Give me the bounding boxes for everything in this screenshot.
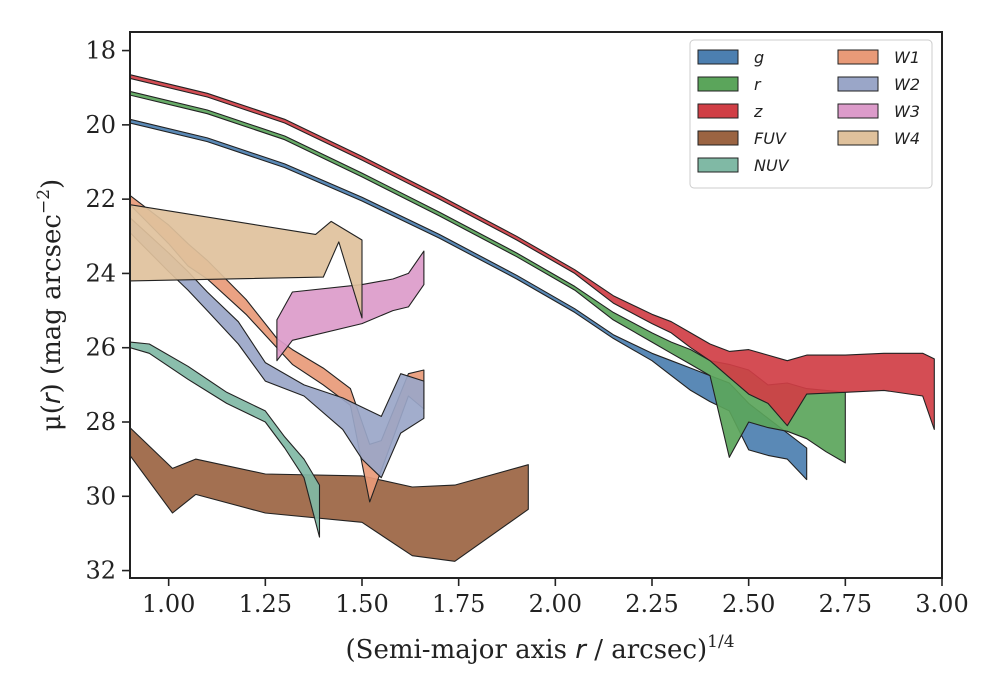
legend-swatch-w1 xyxy=(837,49,879,65)
legend: grz FUV NUV W1 W2 W3 W4 xyxy=(689,39,933,189)
legend-label-w2: W2 xyxy=(894,75,920,94)
legend-label-fuv: FUV xyxy=(754,129,787,148)
y-axis-label: μ(r) (mag arcsec−2) xyxy=(34,179,67,431)
legend-label-r: r xyxy=(754,75,762,94)
band-z xyxy=(130,74,935,430)
plot-border xyxy=(129,31,943,579)
legend-label-w1: W1 xyxy=(894,48,920,67)
x-axis-label: (Semi-major axis r / arcsec)1/4 xyxy=(345,632,734,665)
legend-swatch-fuv xyxy=(697,130,739,146)
x-tick-label: 1.75 xyxy=(432,590,485,618)
band-g xyxy=(130,118,808,481)
band-w2 xyxy=(130,217,425,479)
plot-frame xyxy=(129,31,943,579)
legend-label-z: z xyxy=(753,102,763,121)
x-tick-label: 1.50 xyxy=(335,590,388,618)
x-tick-label: 2.50 xyxy=(722,590,775,618)
legend-swatch-w3 xyxy=(837,103,879,119)
legend-swatch-w2 xyxy=(837,76,879,92)
y-tick-label: 30 xyxy=(85,482,116,510)
y-tick-label: 22 xyxy=(85,185,116,213)
band-fuv xyxy=(130,427,529,562)
y-tick-label: 28 xyxy=(85,408,116,436)
band-nuv xyxy=(130,341,321,538)
y-tick-label: 24 xyxy=(85,259,116,287)
band-w4 xyxy=(130,204,363,319)
y-tick-label: 26 xyxy=(85,334,116,362)
legend-label-g: g xyxy=(754,48,764,67)
legend-swatch-z xyxy=(697,103,739,119)
x-axis: 1.00 1.25 1.50 1.75 2.00 2.25 2.50 2.75 3.00 xyxy=(142,578,969,618)
x-tick-label: 3.00 xyxy=(915,590,968,618)
series-bands xyxy=(130,74,935,562)
legend-swatch-r xyxy=(697,76,739,92)
legend-swatch-nuv xyxy=(697,157,739,173)
x-tick-label: 2.75 xyxy=(819,590,872,618)
x-tick-label: 1.25 xyxy=(239,590,292,618)
legend-swatch-w4 xyxy=(837,130,879,146)
legend-label-nuv: NUV xyxy=(754,156,790,175)
y-axis: 18 20 22 24 26 28 30 32 xyxy=(85,37,130,585)
band-r xyxy=(130,90,846,464)
legend-swatch-g xyxy=(697,49,739,65)
y-tick-label: 18 xyxy=(85,37,116,65)
x-tick-label: 2.25 xyxy=(625,590,678,618)
x-tick-label: 2.00 xyxy=(529,590,582,618)
legend-label-w3: W3 xyxy=(894,102,920,121)
legend-label-w4: W4 xyxy=(894,129,920,148)
x-tick-label: 1.00 xyxy=(142,590,195,618)
y-tick-label: 32 xyxy=(85,557,116,585)
y-tick-label: 20 xyxy=(85,111,116,139)
